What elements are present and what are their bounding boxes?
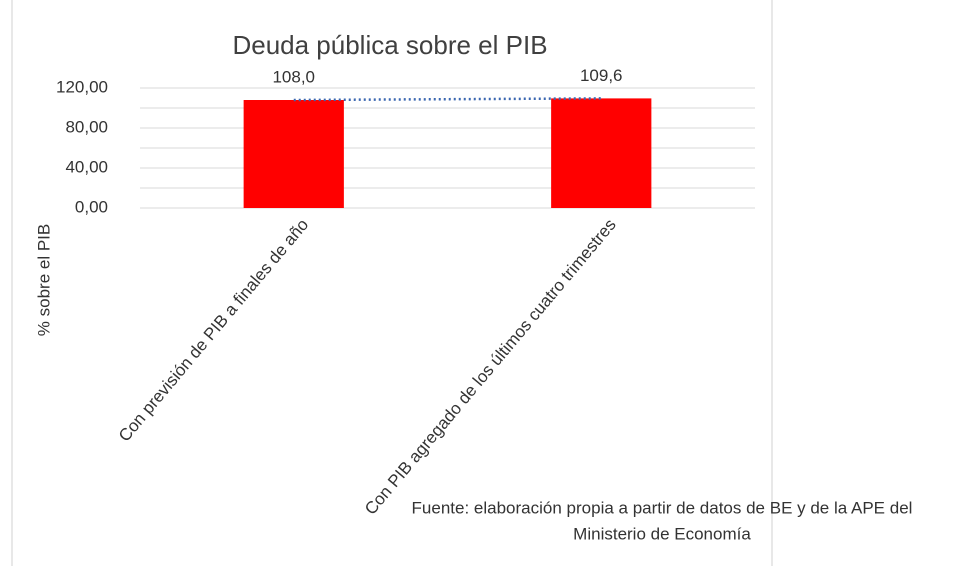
bar [243,100,344,208]
bar [551,98,652,208]
source-note: Ministerio de Economía [573,524,751,543]
y-tick-label: 80,00 [65,117,108,136]
source-note: Fuente: elaboración propia a partir de d… [412,498,913,517]
trendline [293,97,602,102]
y-tick-label: 40,00 [65,157,108,176]
x-tick-label: Con previsión de PIB a finales de año [115,215,312,445]
y-tick-label: 0,00 [75,197,108,216]
data-label: 108,0 [272,67,315,86]
y-tick-label: 120,00 [56,77,108,96]
chart-title: Deuda pública sobre el PIB [232,30,547,60]
data-label: 109,6 [580,66,623,85]
y-axis-label: % sobre el PIB [34,224,53,336]
x-tick-label: Con PIB agregado de los últimos cuatro t… [361,215,620,518]
